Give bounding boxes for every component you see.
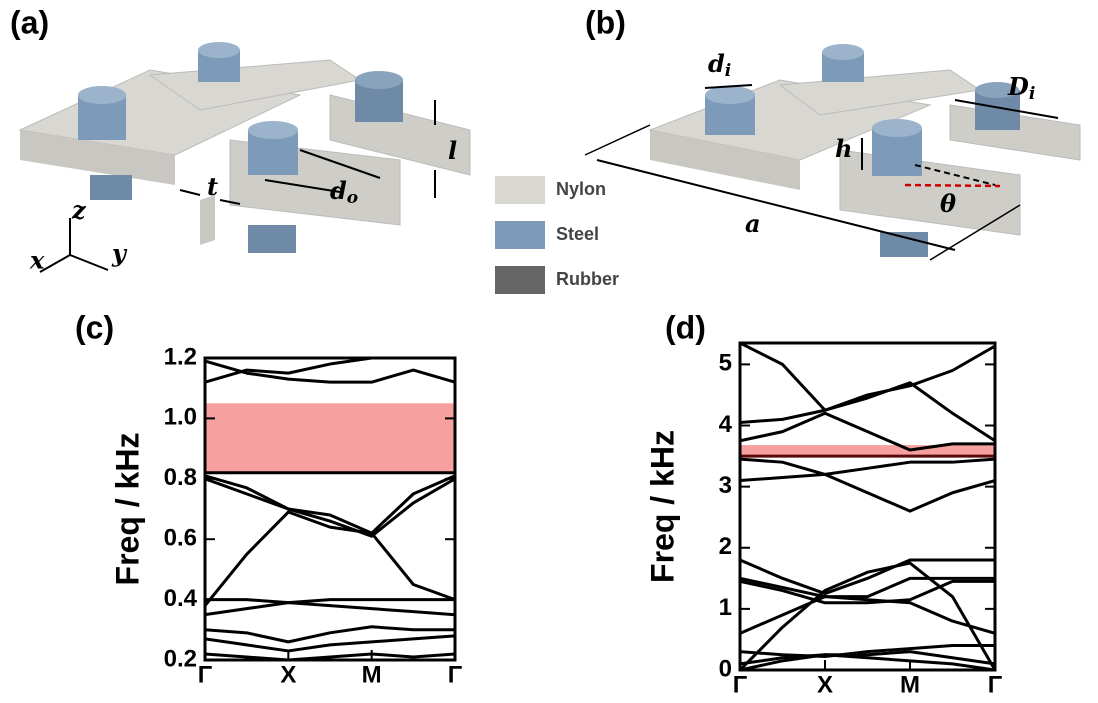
page: NylonSteelRubber (a)(b)(c)(d)zxytdoldiDi…	[0, 0, 1098, 703]
symbol-main: d	[708, 49, 725, 78]
x-tick-label: X	[280, 661, 296, 688]
figure: NylonSteelRubber (a)(b)(c)(d)zxytdoldiDi…	[0, 0, 1098, 698]
band-line	[205, 512, 455, 606]
y-tick-label: 0.8	[164, 464, 197, 491]
y-tick-label: 1	[719, 594, 732, 621]
x-tick-label: X	[817, 671, 833, 698]
y-tick-label: 0.4	[164, 585, 198, 612]
dimension-symbol: di	[708, 49, 731, 81]
x-tick-label: Γ	[448, 661, 463, 688]
panel-label: (b)	[585, 4, 626, 40]
dimension-symbol: Di	[1007, 72, 1035, 104]
band-chart: 0.2 0.4 0.6 0.8 1.0 1.2 Γ X M Γ Freq / kHz	[109, 343, 462, 688]
legend-label: Steel	[556, 224, 599, 244]
x-tick-label: Γ	[988, 671, 1003, 698]
y-tick-label: 4	[719, 411, 733, 438]
legend-swatch	[495, 221, 545, 249]
y-tick-label: 1.0	[164, 404, 197, 431]
y-axis-label: Freq / kHz	[109, 433, 145, 586]
panel-label: (c)	[75, 309, 114, 345]
band-line	[740, 343, 995, 410]
legend-swatch	[495, 266, 545, 294]
y-axis-label: Freq / kHz	[644, 430, 680, 583]
bands	[740, 343, 995, 670]
dimension-symbol: t	[207, 172, 218, 201]
axis-symbol: y	[111, 239, 128, 268]
structure-b	[585, 44, 1080, 260]
symbol-sub: o	[347, 188, 358, 208]
legend: Nylon Steel Rubber	[495, 176, 619, 294]
y-tick-label: 2	[719, 533, 732, 560]
panel-label: (d)	[665, 309, 706, 345]
y-tick-label: 1.2	[164, 343, 197, 370]
y-tick-label: 5	[719, 350, 732, 377]
x-tick-label: Γ	[198, 661, 213, 688]
band-line	[205, 603, 455, 615]
band-line	[205, 476, 455, 533]
symbol-main: t	[207, 172, 218, 201]
symbol-main: θ	[940, 189, 956, 218]
band-gap	[205, 403, 455, 472]
symbol-main: h	[835, 134, 852, 163]
legend-label: Rubber	[556, 269, 619, 289]
symbol-main: l	[448, 136, 457, 165]
y-tick-label: 0.2	[164, 645, 197, 672]
panel-label: (a)	[10, 4, 49, 40]
symbol-main: d	[330, 176, 347, 205]
dimension-symbol: l	[448, 136, 457, 165]
symbol-main: D	[1007, 72, 1029, 101]
symbol-sub: i	[1029, 84, 1035, 104]
y-tick-label: 0.6	[164, 525, 197, 552]
axis-symbol: x	[29, 246, 45, 275]
x-tick-label: M	[900, 671, 920, 698]
structure-a	[20, 42, 470, 272]
x-tick-label: M	[362, 661, 382, 688]
dimension-symbol: θ	[940, 189, 956, 218]
dimension-symbol: h	[835, 134, 852, 163]
y-tick-label: 0	[719, 655, 732, 682]
dimension-symbol: a	[745, 209, 761, 238]
band-chart: 0 1 2 3 4 5 Γ X M Γ Freq / kHz	[644, 343, 1002, 698]
y-tick-label: 3	[719, 472, 732, 499]
band-line	[205, 636, 455, 651]
legend-label: Nylon	[556, 179, 606, 199]
x-tick-label: Γ	[733, 671, 748, 698]
charts: 0.2 0.4 0.6 0.8 1.0 1.2 Γ X M Γ Freq / kHz 0 1 2 3 4 5 Γ X…	[109, 343, 1002, 698]
symbol-sub: i	[725, 61, 731, 81]
band-line	[205, 600, 455, 603]
symbol-main: a	[745, 209, 761, 238]
axis-symbol: z	[71, 196, 87, 225]
legend-swatch	[495, 176, 545, 204]
